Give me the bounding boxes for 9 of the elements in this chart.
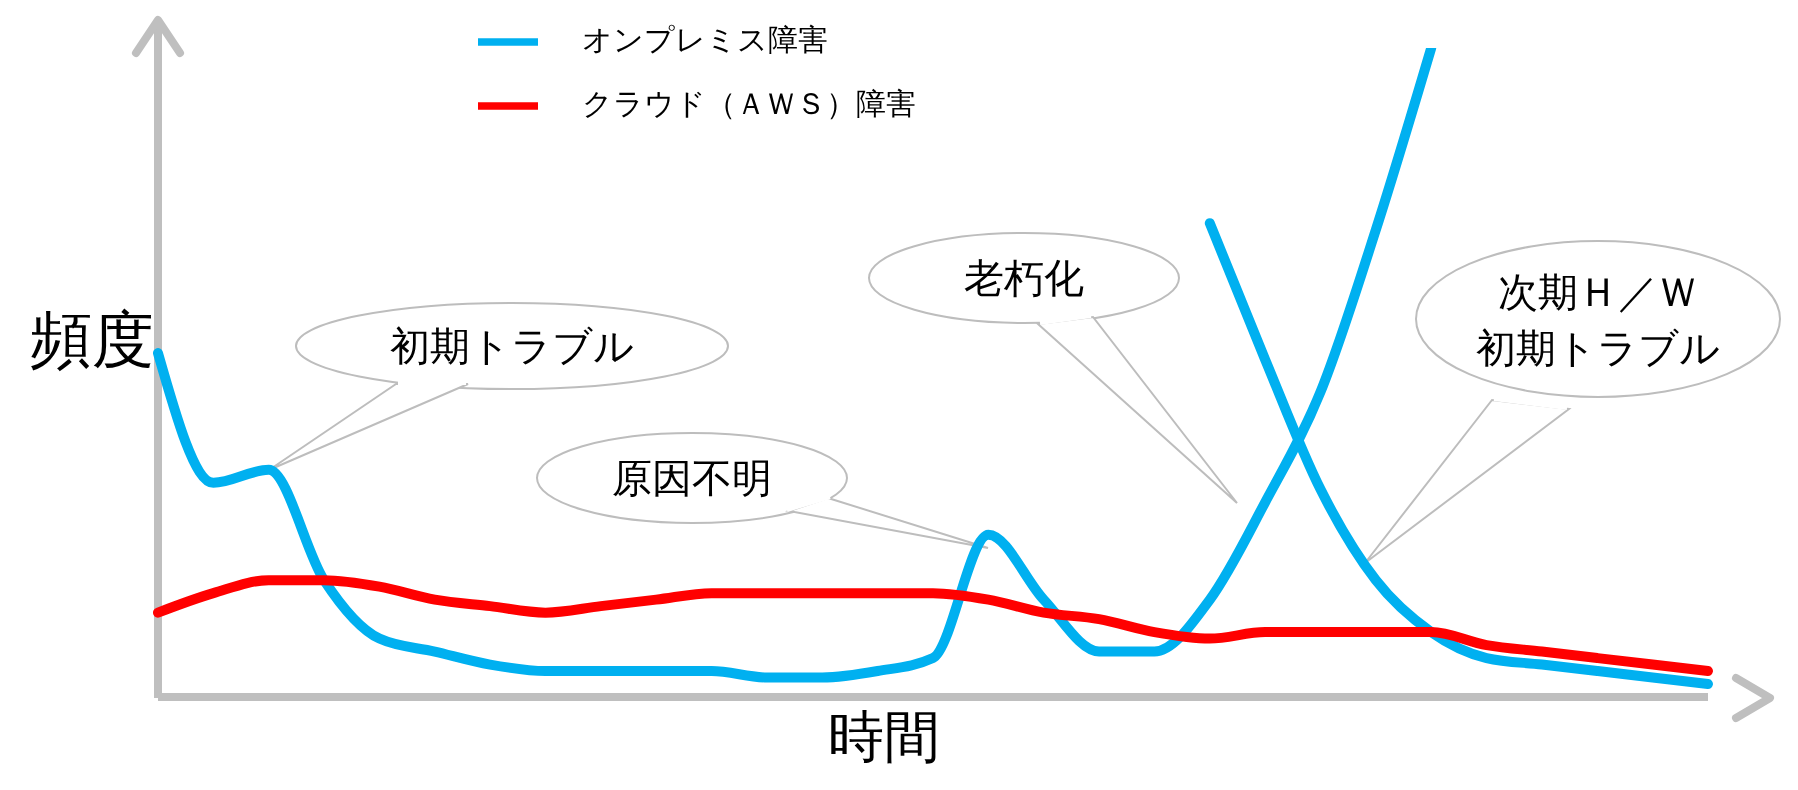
annotation: 初期トラブル — [1475, 324, 1721, 372]
annotation: 次期Ｈ／Ｗ — [1497, 268, 1699, 316]
annotation: 原因不明 — [611, 454, 773, 502]
y-axis-title: 頻度 — [30, 302, 154, 378]
x-axis-title: 時間 — [828, 704, 940, 769]
legend-label: クラウド（ＡＷＳ）障害 — [582, 86, 916, 121]
legend-label: オンプレミス障害 — [582, 22, 828, 57]
annotation: 初期トラブル — [389, 322, 635, 370]
annotation: 老朽化 — [963, 254, 1085, 302]
